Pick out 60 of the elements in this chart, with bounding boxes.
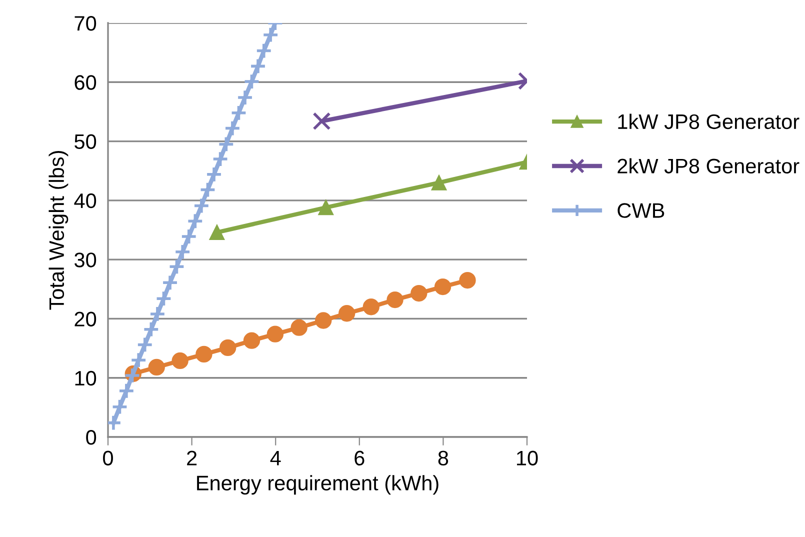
- point: [155, 290, 172, 307]
- point: [174, 244, 191, 260]
- point: [212, 150, 229, 168]
- point: [162, 274, 178, 291]
- point: [362, 298, 380, 316]
- y-tick-label: 60: [74, 75, 96, 90]
- point: [290, 319, 308, 336]
- point: [142, 321, 160, 338]
- point: [199, 181, 216, 198]
- point: [136, 336, 154, 354]
- y-tick-label: 30: [74, 252, 96, 268]
- point: [318, 200, 334, 216]
- point: [148, 358, 165, 376]
- point: [236, 89, 254, 106]
- y-tick-label: 10: [75, 370, 96, 386]
- x-tick-label: 10: [517, 450, 538, 466]
- point: [118, 382, 135, 400]
- point: [434, 278, 452, 296]
- point: [149, 306, 166, 322]
- x-tick-label: 0: [103, 450, 113, 466]
- point: [220, 339, 236, 356]
- y-tick-label: 70: [74, 16, 96, 31]
- point: [172, 352, 188, 370]
- point: [431, 175, 447, 190]
- y-axis-title: Total Weight (lbs): [48, 151, 68, 310]
- point: [459, 272, 476, 289]
- point: [130, 352, 147, 368]
- y-tick-label: 40: [74, 193, 96, 208]
- point: [266, 326, 284, 342]
- point: [206, 166, 222, 183]
- point: [196, 346, 212, 363]
- point: [262, 26, 279, 44]
- point: [256, 42, 272, 60]
- point: [243, 73, 260, 90]
- x-axis-title: Energy requirement (kWh): [197, 475, 438, 495]
- point: [111, 398, 128, 416]
- y-tick-label: 50: [74, 134, 96, 150]
- x-tick-label: 6: [354, 450, 364, 466]
- point: [193, 197, 210, 214]
- point: [315, 312, 332, 329]
- legend-label: CWB: [618, 203, 664, 218]
- point: [250, 58, 266, 75]
- point: [224, 120, 241, 137]
- point: [180, 228, 198, 245]
- y-tick-label: 20: [74, 312, 96, 326]
- point: [386, 291, 404, 308]
- x-tick-label: 2: [187, 450, 197, 466]
- point: [168, 258, 186, 275]
- legend-label: 1kW JP8 Generator: [618, 114, 800, 130]
- point: [209, 224, 225, 240]
- point: [186, 212, 204, 230]
- x-tick-label: 4: [270, 450, 281, 466]
- y-tick-label: 0: [86, 430, 96, 445]
- x-tick-label: 8: [438, 450, 448, 466]
- legend-label: 2kW JP8 Generator: [618, 158, 800, 174]
- point: [410, 284, 428, 302]
- point: [338, 305, 356, 322]
- point: [230, 104, 248, 122]
- point: [218, 136, 234, 153]
- point: [243, 332, 260, 349]
